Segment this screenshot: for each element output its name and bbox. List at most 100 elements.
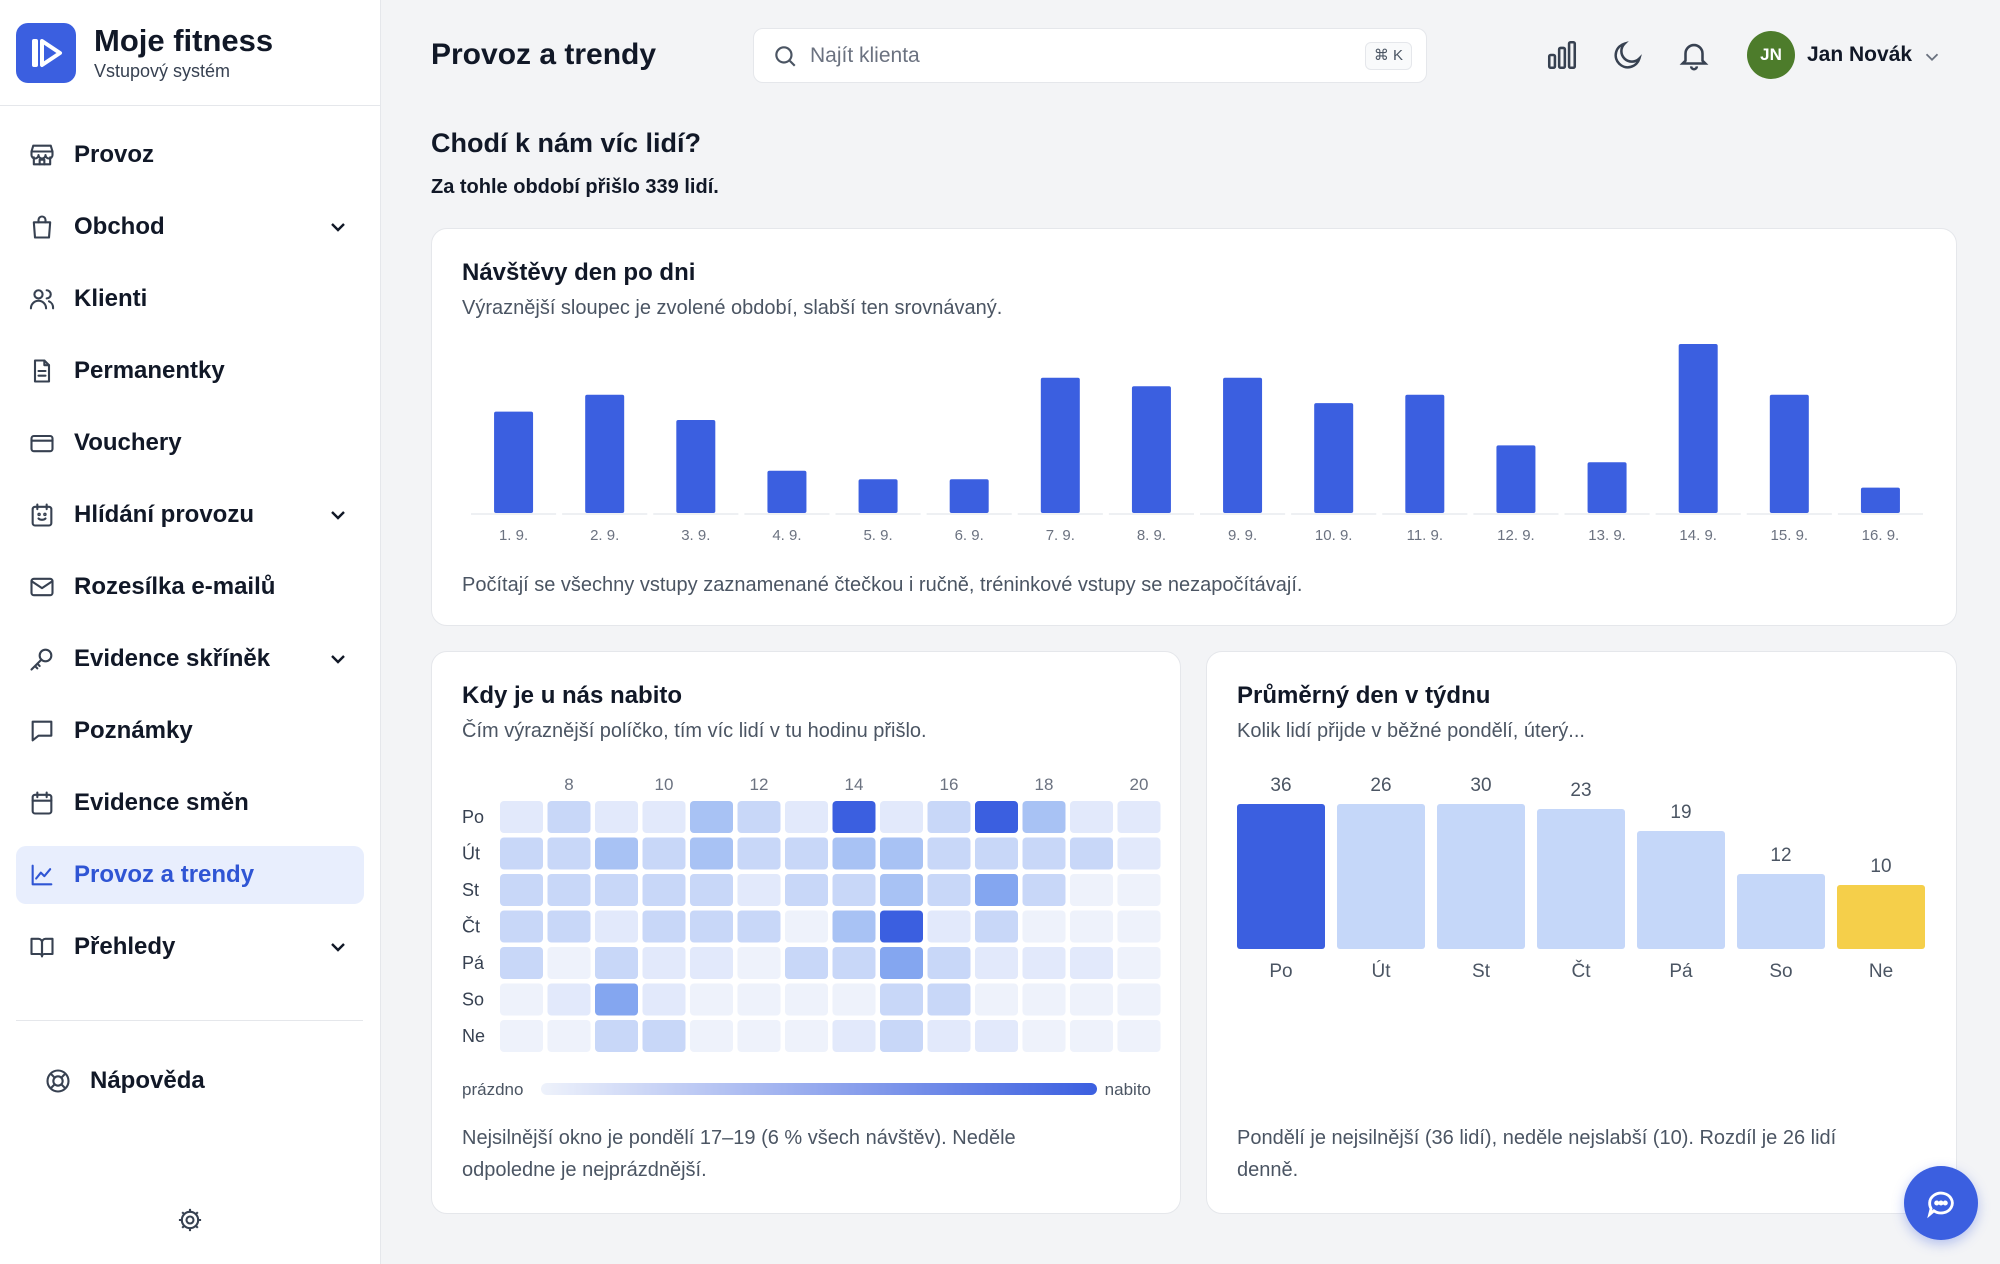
heatmap-cell[interactable] [880, 947, 923, 979]
heatmap-cell[interactable] [690, 837, 733, 870]
heatmap-cell[interactable] [737, 1020, 781, 1052]
heatmap-cell[interactable] [642, 837, 686, 870]
brand-logo-icon[interactable] [16, 22, 76, 83]
heatmap-cell[interactable] [880, 983, 923, 1016]
heatmap-cell[interactable] [927, 983, 971, 1016]
heatmap-cell[interactable] [880, 874, 923, 906]
heatmap-cell[interactable] [547, 1020, 591, 1052]
heatmap-cell[interactable] [927, 837, 971, 870]
heatmap-cell[interactable] [832, 1020, 876, 1052]
heatmap-cell[interactable] [642, 947, 686, 979]
bar[interactable] [1769, 394, 1809, 513]
heatmap-cell[interactable] [785, 983, 828, 1016]
heatmap-cell[interactable] [737, 983, 781, 1016]
search-input[interactable] [810, 39, 1330, 73]
heatmap-cell[interactable] [785, 1020, 828, 1052]
heatmap-cell[interactable] [595, 801, 638, 833]
heatmap-cell[interactable] [832, 947, 876, 979]
bar[interactable] [1637, 831, 1725, 949]
heatmap-cell[interactable] [690, 801, 733, 833]
heatmap-cell[interactable] [1070, 983, 1113, 1016]
heatmap-cell[interactable] [642, 910, 686, 943]
heatmap-cell[interactable] [1070, 947, 1113, 979]
heatmap-cell[interactable] [1022, 947, 1066, 979]
bar[interactable] [1537, 809, 1625, 949]
heatmap-cell[interactable] [880, 801, 923, 833]
heatmap-cell[interactable] [737, 837, 781, 870]
bar[interactable] [1678, 344, 1718, 513]
heatmap-cell[interactable] [880, 910, 923, 943]
heatmap-cell[interactable] [500, 837, 543, 870]
heatmap-cell[interactable] [975, 947, 1018, 979]
heatmap-cell[interactable] [1117, 801, 1161, 833]
sidebar-item-hlidani-provozu[interactable]: Hlídání provozu [16, 486, 364, 544]
heatmap-cell[interactable] [1022, 1020, 1066, 1052]
heatmap-cell[interactable] [832, 910, 876, 943]
bar[interactable] [676, 420, 716, 513]
bar[interactable] [1837, 885, 1925, 949]
avatar[interactable]: JN [1747, 31, 1795, 79]
heatmap-cell[interactable] [642, 801, 686, 833]
chevron-down-icon[interactable] [1921, 46, 1943, 68]
bar-chart-icon[interactable] [1545, 38, 1579, 72]
heatmap-cell[interactable] [547, 837, 591, 870]
heatmap-cell[interactable] [547, 801, 591, 833]
heatmap-cell[interactable] [737, 947, 781, 979]
heatmap-cell[interactable] [547, 947, 591, 979]
search-box[interactable]: ⌘ K [753, 28, 1427, 83]
bar[interactable] [585, 394, 625, 513]
bar[interactable] [1587, 462, 1627, 513]
sidebar-item-provoz[interactable]: Provoz [16, 126, 364, 184]
heatmap-cell[interactable] [1022, 874, 1066, 906]
heatmap-cell[interactable] [880, 837, 923, 870]
bar[interactable] [949, 479, 989, 513]
user-name[interactable]: Jan Novák [1807, 43, 1913, 66]
heatmap-cell[interactable] [1022, 837, 1066, 870]
heatmap-cell[interactable] [1117, 837, 1161, 870]
sidebar-item-rozesilka-e-mailu[interactable]: Rozesílka e-mailů [16, 558, 364, 616]
heatmap-cell[interactable] [737, 910, 781, 943]
heatmap-cell[interactable] [500, 801, 543, 833]
sidebar-item-obchod[interactable]: Obchod [16, 198, 364, 256]
chevron-down-icon[interactable] [326, 503, 350, 527]
heatmap-cell[interactable] [595, 910, 638, 943]
heatmap-cell[interactable] [500, 874, 543, 906]
heatmap-cell[interactable] [1022, 910, 1066, 943]
chevron-down-icon[interactable] [326, 935, 350, 959]
heatmap-cell[interactable] [690, 947, 733, 979]
bar[interactable] [1040, 377, 1080, 513]
heatmap-cell[interactable] [927, 910, 971, 943]
chevron-down-icon[interactable] [326, 647, 350, 671]
bar[interactable] [1237, 804, 1325, 949]
heatmap-cell[interactable] [832, 801, 876, 833]
bar[interactable] [1405, 394, 1445, 513]
heatmap-cell[interactable] [832, 874, 876, 906]
sidebar-item-klienti[interactable]: Klienti [16, 270, 364, 328]
heatmap-cell[interactable] [690, 1020, 733, 1052]
heatmap-cell[interactable] [547, 874, 591, 906]
heatmap-cell[interactable] [975, 1020, 1018, 1052]
sidebar-item-evidence-skrinek[interactable]: Evidence skříněk [16, 630, 364, 688]
heatmap-cell[interactable] [1070, 1020, 1113, 1052]
heatmap-cell[interactable] [975, 910, 1018, 943]
heatmap-cell[interactable] [1117, 947, 1161, 979]
chat-button[interactable] [1904, 1166, 1978, 1240]
heatmap-cell[interactable] [785, 947, 828, 979]
heatmap-cell[interactable] [1022, 983, 1066, 1016]
heatmap-cell[interactable] [927, 874, 971, 906]
sidebar-item-prehledy[interactable]: Přehledy [16, 918, 364, 976]
bar[interactable] [767, 470, 807, 513]
heatmap-cell[interactable] [975, 874, 1018, 906]
heatmap-cell[interactable] [500, 910, 543, 943]
heatmap-cell[interactable] [1117, 874, 1161, 906]
heatmap-cell[interactable] [547, 983, 591, 1016]
heatmap-cell[interactable] [690, 874, 733, 906]
heatmap-cell[interactable] [642, 874, 686, 906]
heatmap-cell[interactable] [1070, 837, 1113, 870]
heatmap-cell[interactable] [927, 801, 971, 833]
heatmap-cell[interactable] [1117, 910, 1161, 943]
bar[interactable] [858, 479, 898, 513]
heatmap-cell[interactable] [690, 910, 733, 943]
heatmap-cell[interactable] [785, 801, 828, 833]
bar[interactable] [1223, 377, 1263, 513]
